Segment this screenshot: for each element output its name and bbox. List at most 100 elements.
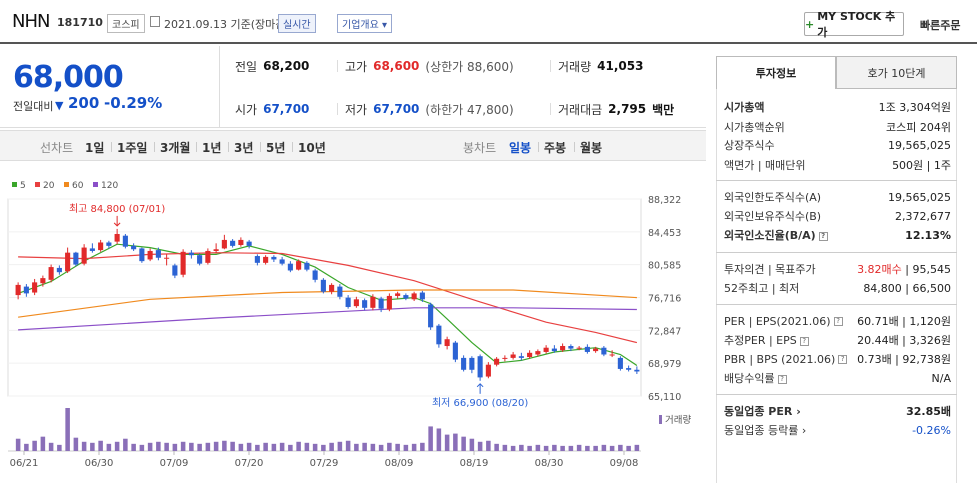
candle-body	[304, 262, 310, 270]
open-label: 시가	[235, 102, 258, 117]
volume-bar	[601, 444, 607, 451]
candle-period-2[interactable]: 주봉	[544, 141, 567, 155]
volume-bar	[172, 443, 178, 451]
dividend-row: 배당수익률? N/A	[724, 369, 951, 387]
high-annotation: 최고 84,800 (07/01)	[69, 203, 165, 215]
high-cell: 고가 68,600 (상한가 88,600)	[345, 56, 514, 76]
candle-body	[197, 255, 203, 264]
volume-bar	[238, 443, 244, 451]
upper-limit: (상한가 88,600)	[425, 59, 514, 74]
shares-row: 상장주식수 19,565,025	[724, 136, 951, 154]
period-7[interactable]: 10년	[298, 141, 326, 155]
help-icon[interactable]: ?	[799, 336, 809, 346]
candle-body	[560, 346, 566, 351]
tab-invest-info[interactable]: 투자정보	[716, 56, 836, 89]
candle-body	[246, 241, 252, 246]
pbr-row: PBR | BPS (2021.06)? 0.73배 | 92,738원	[724, 350, 951, 368]
prev-close-label: 전일	[235, 59, 258, 74]
candle-body	[469, 357, 475, 370]
tab-quote-10[interactable]: 호가 10단계	[836, 56, 957, 89]
week52-value: 84,800 | 66,500	[863, 281, 951, 295]
volume-bar	[370, 443, 376, 451]
week52-row: 52주최고 | 최저 84,800 | 66,500	[724, 279, 951, 297]
divider	[716, 180, 957, 181]
x-tick-label: 08/09	[385, 458, 414, 469]
est-per-label-wrap: 추정PER | EPS?	[724, 332, 809, 348]
volume-bar	[304, 442, 310, 451]
period-6[interactable]: 5년	[266, 141, 286, 155]
volume-bar	[147, 442, 153, 451]
candle-body	[535, 351, 541, 355]
volume-label: 거래량	[558, 59, 592, 74]
industry-per-value: 32.85배	[906, 405, 951, 418]
candle-body	[634, 369, 640, 372]
foreign-ratio-value: 12.13%	[905, 228, 951, 242]
candle-body	[98, 242, 104, 251]
period-5[interactable]: 3년	[234, 141, 254, 155]
period-3[interactable]: 3개월	[160, 141, 191, 155]
candle-body	[617, 357, 623, 369]
candle-body	[419, 292, 425, 300]
volume-bar	[519, 444, 524, 451]
cap-rank-label: 시가총액순위	[724, 121, 785, 134]
low-value: 67,700	[373, 102, 420, 116]
pbr-label: PBR | BPS (2021.06)	[724, 352, 836, 366]
panel-body	[716, 89, 957, 483]
chevron-right-icon: ›	[792, 405, 801, 418]
stock-header: NHN 181710 코스피 2021.09.13 기준(장마감) 실시간 기업…	[0, 0, 977, 44]
volume-bar	[593, 445, 598, 451]
help-icon[interactable]: ?	[818, 231, 828, 241]
chevron-down-icon: ▾	[378, 20, 388, 31]
volume-bar	[271, 443, 277, 451]
volume-bar	[420, 442, 425, 451]
realtime-button[interactable]: 실시간	[278, 14, 316, 33]
candle-body	[106, 242, 112, 246]
volume-bar	[535, 444, 541, 451]
industry-rate-link[interactable]: 동일업종 등락률 ›	[724, 422, 806, 438]
volume-bar	[576, 444, 582, 451]
dividend-value: N/A	[931, 371, 951, 385]
candle-body	[114, 233, 120, 242]
period-2[interactable]: 1주일	[117, 141, 148, 155]
volume-bar	[139, 444, 145, 451]
market-cap-label: 시가총액	[724, 101, 765, 114]
stock-name: NHN	[12, 11, 50, 32]
prev-close-cell: 전일 68,200	[235, 56, 309, 76]
help-icon[interactable]: ?	[838, 355, 848, 364]
add-my-stock-button[interactable]: + MY STOCK 추가	[804, 10, 904, 39]
volume-bar	[494, 443, 499, 451]
candle-body	[320, 279, 326, 292]
lower-limit: (하한가 47,800)	[425, 102, 514, 117]
period-1[interactable]: 1일	[85, 141, 105, 155]
period-4[interactable]: 1년	[202, 141, 222, 155]
candle-body	[65, 252, 71, 272]
volume-bar	[288, 444, 293, 451]
help-icon[interactable]: ?	[777, 374, 787, 384]
volume-bar	[180, 441, 186, 451]
quick-order-link[interactable]: 빠른주문	[920, 19, 961, 32]
candle-body	[40, 278, 46, 284]
volume-bar	[114, 441, 120, 451]
volume-bar	[403, 444, 409, 451]
change-label: 전일대비	[13, 100, 54, 113]
candle-body	[353, 299, 359, 307]
candle-body	[345, 297, 351, 307]
candle-body	[23, 286, 29, 294]
stock-chart: 5 20 60 120 88,322 84,453 80,585 76,716 72,847 68…	[7, 181, 691, 469]
industry-rate-label: 동일업종 등락률	[724, 424, 799, 437]
volume-bar	[263, 442, 268, 451]
ma-line	[18, 289, 637, 318]
cap-rank-value: 코스피 204위	[886, 121, 951, 134]
candle-body	[271, 256, 277, 260]
volume-label: 거래량	[665, 414, 691, 426]
volume-bar	[395, 443, 400, 451]
candle-period-1[interactable]: 일봉	[509, 141, 532, 155]
volume-bar	[337, 441, 343, 451]
company-overview-dropdown[interactable]: 기업개요 ▾	[337, 14, 393, 33]
week52-label: 52주최고 | 최저	[724, 282, 800, 295]
legend-label: 5	[20, 181, 26, 191]
help-icon[interactable]: ?	[833, 317, 843, 326]
industry-per-link[interactable]: 동일업종 PER ›	[724, 403, 801, 419]
volume-bar	[378, 444, 384, 451]
candle-period-3[interactable]: 월봉	[580, 141, 603, 155]
